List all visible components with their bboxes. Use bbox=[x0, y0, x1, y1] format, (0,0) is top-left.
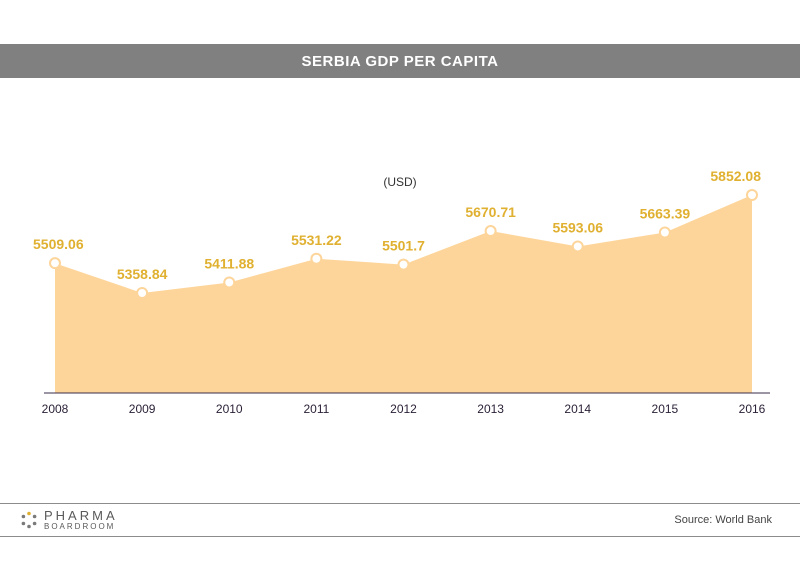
chart-title-bar: SERBIA GDP PER CAPITA bbox=[0, 44, 800, 78]
data-point bbox=[397, 258, 410, 271]
data-point bbox=[746, 189, 758, 201]
x-tick-label: 2008 bbox=[42, 402, 69, 416]
data-point bbox=[49, 257, 61, 270]
x-tick-label: 2009 bbox=[129, 402, 156, 416]
footer-bottom-divider bbox=[0, 536, 800, 537]
logo-bottom-text: BOARDROOM bbox=[44, 522, 116, 531]
data-point bbox=[571, 240, 584, 253]
data-point bbox=[658, 226, 671, 239]
data-label: 5411.88 bbox=[204, 255, 254, 271]
footer-top-divider bbox=[0, 503, 800, 504]
pharma-boardroom-logo: PHARMA BOARDROOM bbox=[20, 508, 118, 532]
x-tick-label: 2013 bbox=[477, 402, 504, 416]
x-tick-label: 2011 bbox=[303, 402, 329, 416]
x-tick-label: 2010 bbox=[216, 402, 243, 416]
logo-top-text: PHARMA bbox=[44, 508, 118, 523]
data-point bbox=[136, 287, 149, 299]
logo-dots-icon bbox=[21, 511, 37, 529]
unit-label: (USD) bbox=[383, 175, 416, 189]
x-tick-label: 2015 bbox=[652, 402, 679, 416]
x-tick-label: 2014 bbox=[564, 402, 591, 416]
data-label: 5531.22 bbox=[291, 232, 342, 248]
data-point bbox=[223, 276, 236, 289]
data-label: 5509.06 bbox=[33, 236, 84, 252]
data-label: 5501.7 bbox=[382, 238, 425, 254]
data-label: 5358.84 bbox=[117, 266, 168, 282]
data-label: 5670.71 bbox=[465, 204, 516, 220]
chart-title: SERBIA GDP PER CAPITA bbox=[301, 52, 499, 70]
x-tick-label: 2012 bbox=[390, 402, 417, 416]
source-note: Source: World Bank bbox=[674, 514, 772, 526]
data-label: 5852.08 bbox=[710, 168, 761, 184]
data-label: 5593.06 bbox=[552, 219, 603, 235]
data-point bbox=[310, 252, 323, 265]
x-tick-label: 2016 bbox=[739, 402, 766, 416]
data-label: 5663.39 bbox=[640, 205, 691, 221]
area-fill bbox=[55, 195, 752, 393]
data-point bbox=[484, 225, 497, 238]
